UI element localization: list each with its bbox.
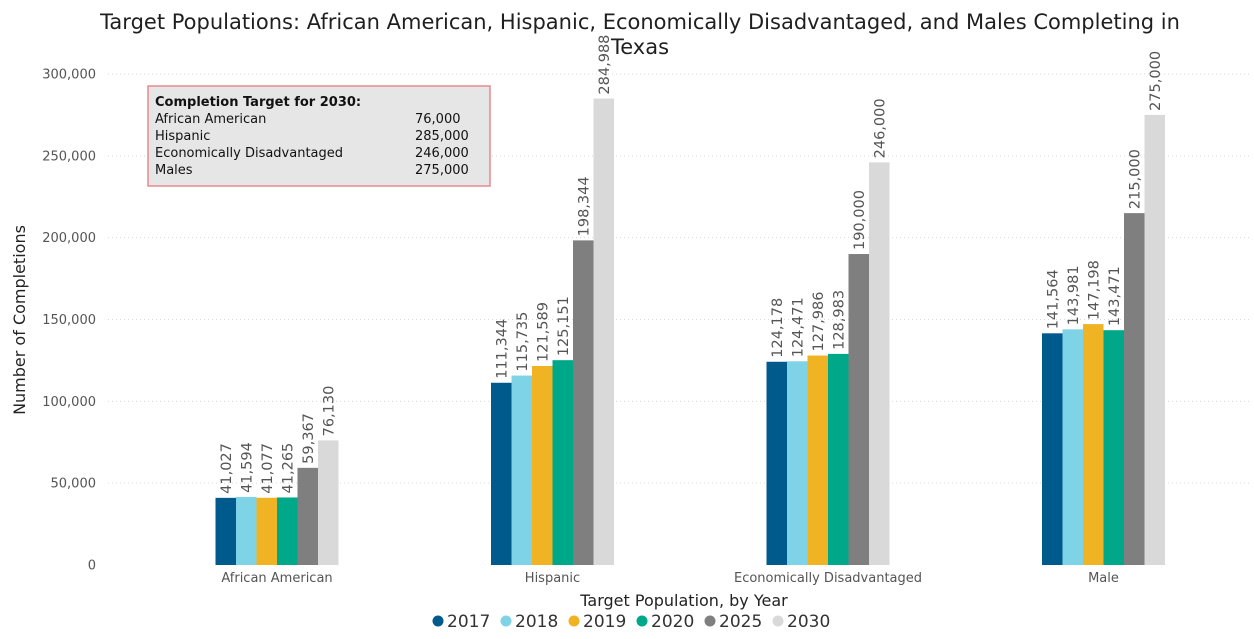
bars (215, 98, 1165, 566)
bar-value-label: 147,198 (1086, 260, 1102, 320)
y-tick-label: 50,000 (51, 477, 97, 492)
bar-value-label: 111,344 (494, 319, 510, 379)
y-tick-label: 200,000 (42, 231, 96, 246)
legend-swatch (636, 615, 648, 627)
y-axis-ticks: 0 50,000 100,000 150,000 200,000 250,000 300,0… (42, 68, 96, 574)
x-category-label: Hispanic (525, 571, 580, 586)
y-tick-label: 300,000 (42, 68, 96, 83)
bar-value-label: 284,988 (597, 35, 613, 95)
chart-title-line-1: Target Populations: African American, Hi… (99, 10, 1180, 34)
bar (1103, 330, 1124, 565)
annotation-row-label: African American (155, 112, 266, 127)
legend-swatch (500, 615, 512, 627)
bar-value-label: 125,151 (556, 296, 572, 356)
x-category-label: Male (1088, 571, 1119, 586)
chart-title-line-2: Texas (610, 35, 669, 59)
bar (318, 440, 339, 565)
chart-title: Target Populations: African American, Hi… (99, 10, 1180, 59)
legend-label: 2020 (651, 612, 694, 632)
legend-label: 2030 (787, 612, 830, 632)
bar (511, 375, 532, 565)
annotation-row-label: Males (155, 163, 193, 178)
x-axis-title: Target Population, by Year (579, 591, 788, 610)
bar (532, 365, 553, 565)
annotation-background (147, 85, 491, 187)
bar-value-label: 76,130 (321, 386, 337, 437)
annotation-title: Completion Target for 2030: (155, 95, 361, 110)
bar (256, 497, 277, 565)
bar (552, 360, 573, 565)
y-axis-title: Number of Completions (10, 225, 29, 415)
legend-swatch (772, 615, 784, 627)
y-tick-label: 250,000 (42, 149, 96, 164)
annotation-row-value: 76,000 (415, 112, 461, 127)
y-tick-label: 0 (88, 559, 96, 574)
bar (236, 496, 257, 565)
bar-value-label: 127,986 (811, 292, 827, 352)
bar-value-label: 215,000 (1127, 149, 1143, 209)
bar (1144, 114, 1165, 566)
annotation-row-value: 246,000 (415, 146, 469, 161)
bar (848, 254, 869, 566)
bar (491, 382, 512, 565)
bar-value-label: 143,981 (1066, 265, 1082, 325)
bar (869, 162, 890, 565)
legend-label: 2025 (719, 612, 762, 632)
bar (766, 361, 787, 565)
bar-value-label: 124,471 (790, 297, 806, 357)
bar-value-label: 41,077 (260, 443, 276, 494)
bar-value-label: 275,000 (1148, 51, 1164, 111)
bar (1042, 333, 1063, 565)
completion-target-box: Completion Target for 2030: African Amer… (147, 85, 491, 187)
bar (573, 240, 594, 565)
annotation-row-value: 285,000 (415, 129, 469, 144)
bar-value-label: 41,265 (280, 443, 296, 494)
bar-value-label: 190,000 (852, 190, 868, 250)
legend-swatch (704, 615, 716, 627)
legend: 2017 2018 2019 2020 2025 2030 (432, 612, 830, 632)
annotation-row-label: Economically Disadvantaged (155, 146, 343, 161)
legend-swatch (432, 615, 444, 627)
x-category-label: Economically Disadvantaged (734, 571, 922, 586)
bar (1124, 213, 1145, 565)
bar-value-label: 59,367 (301, 413, 317, 464)
x-category-label: African American (221, 571, 332, 586)
bar (593, 98, 614, 565)
legend-label: 2017 (447, 612, 490, 632)
annotation-row-value: 275,000 (415, 163, 469, 178)
bar-value-label: 121,589 (535, 302, 551, 362)
legend-label: 2019 (583, 612, 626, 632)
y-tick-label: 150,000 (42, 313, 96, 328)
bar (1083, 324, 1104, 565)
x-axis-categories: African American Hispanic Economically Dis… (221, 571, 1119, 586)
bar-value-label: 124,178 (770, 298, 786, 358)
bar-value-label: 128,983 (831, 290, 847, 350)
bar (1062, 329, 1083, 565)
bar (787, 361, 808, 565)
bar (297, 467, 318, 565)
y-tick-label: 100,000 (42, 395, 96, 410)
bar-value-label: 246,000 (872, 98, 888, 158)
legend-label: 2018 (515, 612, 558, 632)
bar (828, 353, 849, 565)
bar-value-label: 115,735 (515, 312, 531, 372)
bar-value-label: 41,027 (219, 443, 235, 494)
annotation-row-label: Hispanic (155, 129, 210, 144)
bar-value-label: 141,564 (1045, 269, 1061, 329)
bar-value-label: 198,344 (576, 176, 592, 236)
bar-value-label: 41,594 (239, 442, 255, 493)
bar (807, 355, 828, 565)
bar (215, 497, 236, 565)
bar-value-label: 143,471 (1107, 266, 1123, 326)
bar (277, 497, 298, 565)
legend-swatch (568, 615, 580, 627)
